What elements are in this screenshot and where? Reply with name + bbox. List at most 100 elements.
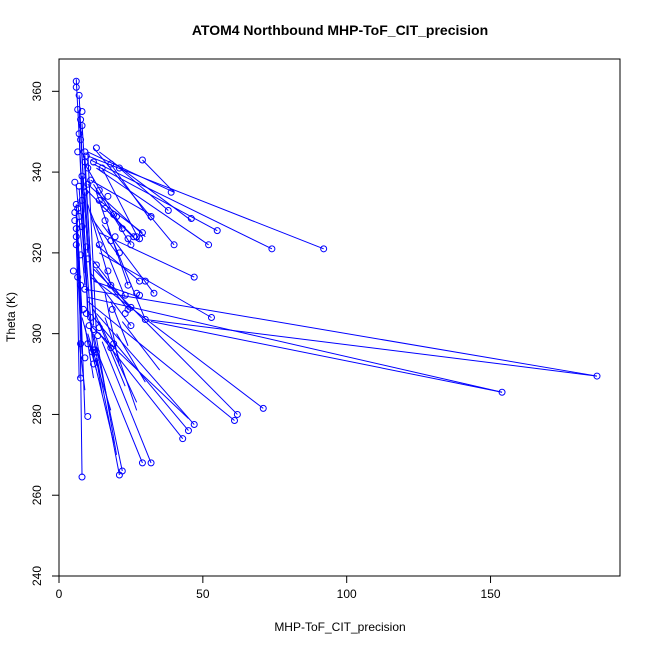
series-segment xyxy=(90,276,264,409)
data-point xyxy=(77,340,85,348)
series-segment xyxy=(93,280,140,298)
data-point xyxy=(81,148,89,156)
data-point xyxy=(77,281,85,289)
data-point xyxy=(81,188,89,196)
data-point xyxy=(92,261,100,269)
data-point xyxy=(115,164,123,172)
series-segment xyxy=(75,244,83,354)
series-segment xyxy=(96,268,129,310)
data-point xyxy=(78,172,86,180)
data-point xyxy=(138,229,146,237)
series-segment xyxy=(93,260,132,310)
series-segment xyxy=(93,309,126,387)
series-segment xyxy=(95,357,103,395)
data-point xyxy=(170,241,178,249)
series-segment xyxy=(96,244,140,282)
data-point xyxy=(72,241,80,249)
data-point xyxy=(92,354,100,362)
chart-title: ATOM4 Northbound MHP-ToF_CIT_precision xyxy=(192,22,488,38)
series-segment xyxy=(93,220,117,254)
data-point xyxy=(104,267,112,275)
data-point xyxy=(593,372,601,380)
series-segment xyxy=(110,301,129,346)
series-segment xyxy=(87,309,120,476)
data-point xyxy=(75,213,83,221)
series-segment xyxy=(84,163,123,229)
data-point xyxy=(90,158,98,166)
data-point xyxy=(75,91,83,99)
y-axis-label: Theta (K) xyxy=(4,292,18,342)
data-point xyxy=(75,182,83,190)
x-tick-label: 0 xyxy=(56,587,63,601)
series-segment xyxy=(87,300,235,421)
series-segment xyxy=(78,111,89,253)
data-point xyxy=(72,233,80,241)
series-segment xyxy=(142,159,175,193)
data-point xyxy=(127,303,135,311)
data-point xyxy=(82,309,90,317)
data-point xyxy=(77,251,85,259)
x-axis-label: MHP-ToF_CIT_precision xyxy=(274,620,405,634)
data-point xyxy=(77,374,85,382)
series-segment xyxy=(104,208,135,238)
series-segment xyxy=(78,260,86,415)
y-tick-label: 320 xyxy=(30,243,44,263)
x-tick-label: 50 xyxy=(196,587,210,601)
data-point xyxy=(92,144,100,152)
data-point xyxy=(259,404,267,412)
series-segment xyxy=(121,321,161,371)
data-point xyxy=(113,213,121,221)
data-point xyxy=(121,291,129,299)
data-point xyxy=(150,289,158,297)
data-point xyxy=(187,215,195,223)
data-point xyxy=(107,344,115,352)
data-point xyxy=(81,354,89,362)
y-tick-label: 340 xyxy=(30,162,44,182)
data-point xyxy=(147,459,155,467)
data-point xyxy=(136,235,144,243)
series-segment xyxy=(87,204,112,286)
series-segment xyxy=(84,288,598,377)
data-point xyxy=(84,412,92,420)
data-point xyxy=(74,273,82,281)
data-point xyxy=(190,421,198,429)
series-segment xyxy=(87,155,324,250)
data-point xyxy=(118,225,126,233)
data-point xyxy=(74,148,82,156)
y-axis: 240 260 280 300 320 340 360 xyxy=(30,81,60,586)
series-segment xyxy=(119,167,169,211)
series-segment xyxy=(78,341,86,391)
data-point xyxy=(127,241,135,249)
series-segment xyxy=(93,268,238,415)
series-segment xyxy=(98,321,138,403)
data-point xyxy=(94,332,102,340)
data-point xyxy=(91,346,99,354)
data-point xyxy=(71,208,79,216)
series-segment xyxy=(84,155,95,322)
data-point xyxy=(77,136,85,144)
data-point xyxy=(90,360,98,368)
data-point xyxy=(85,322,93,330)
data-point xyxy=(179,435,187,443)
data-point xyxy=(98,164,106,172)
data-point xyxy=(71,217,79,225)
data-point xyxy=(107,281,115,289)
data-point xyxy=(147,213,155,221)
series-segment xyxy=(90,159,273,250)
data-point xyxy=(95,241,103,249)
series-segment xyxy=(84,192,95,326)
x-tick-label: 100 xyxy=(337,587,357,601)
series-segment xyxy=(95,349,143,464)
y-tick-label: 240 xyxy=(30,566,44,586)
data-point xyxy=(78,473,86,481)
data-point xyxy=(95,324,103,332)
data-point xyxy=(213,227,221,235)
series-segment xyxy=(75,184,86,286)
data-point xyxy=(107,160,115,168)
data-point xyxy=(74,105,82,113)
data-point xyxy=(141,316,149,324)
data-point xyxy=(207,314,215,321)
data-point xyxy=(84,255,92,263)
data-point xyxy=(78,108,86,116)
series-segment xyxy=(101,167,140,241)
